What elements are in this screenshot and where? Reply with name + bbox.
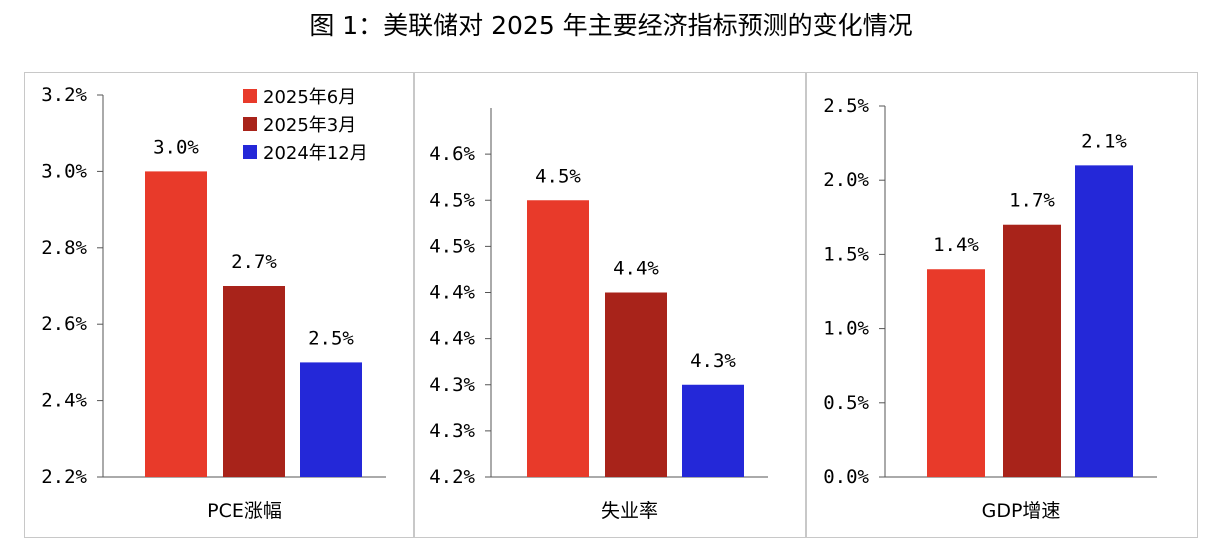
data-label: 2.1% (1081, 130, 1127, 152)
category-label: GDP增速 (982, 500, 1061, 522)
bar (1003, 224, 1061, 477)
y-tick-label: 4.2% (429, 466, 475, 488)
y-tick-label: 1.0% (823, 318, 869, 340)
bar (605, 292, 667, 477)
data-label: 3.0% (153, 136, 199, 158)
data-label: 4.4% (613, 258, 659, 280)
data-label: 2.7% (231, 251, 277, 273)
bar (300, 362, 362, 477)
bar (145, 171, 207, 477)
data-label: 2.5% (308, 327, 354, 349)
y-tick-label: 0.0% (823, 466, 869, 488)
legend-swatch (243, 117, 257, 131)
data-label: 1.7% (1009, 190, 1055, 212)
data-label: 1.4% (933, 234, 979, 256)
y-tick-label: 2.6% (41, 313, 87, 335)
y-tick-label: 4.3% (429, 374, 475, 396)
y-tick-label: 0.5% (823, 392, 869, 414)
legend-label: 2025年3月 (263, 115, 356, 136)
y-tick-label: 3.2% (41, 84, 87, 106)
legend-swatch (243, 89, 257, 103)
y-tick-label: 2.5% (823, 95, 869, 117)
legend-label: 2024年12月 (263, 143, 368, 164)
y-tick-label: 2.0% (823, 169, 869, 191)
y-tick-label: 4.4% (429, 282, 475, 304)
legend-swatch (243, 145, 257, 159)
unemployment-panel: 4.2% 4.3% 4.3% 4.4% 4.4% 4.5% 4.5% 4.6% 4.5% 4.4%… (414, 72, 806, 538)
chart-title: 图 1：美联储对 2025 年主要经济指标预测的变化情况 (309, 11, 913, 40)
bar (527, 200, 589, 477)
y-tick-label: 4.3% (429, 420, 475, 442)
pce-chart: 2.2% 2.4% 2.6% 2.8% 3.0% 3.2% 3.0% 2.7% 2.5% PCE涨… (41, 84, 386, 522)
bar (927, 269, 985, 477)
data-label: 4.5% (535, 165, 581, 187)
y-tick-label: 2.8% (41, 237, 87, 259)
y-tick-label: 3.0% (41, 160, 87, 182)
bar (682, 384, 744, 477)
unemployment-chart: 4.2% 4.3% 4.3% 4.4% 4.4% 4.5% 4.5% 4.6% 4.5% 4.4%… (429, 108, 768, 522)
y-tick-label: 4.4% (429, 328, 475, 350)
bar (1075, 165, 1133, 478)
y-tick-label: 1.5% (823, 243, 869, 265)
category-label: PCE涨幅 (207, 500, 282, 522)
pce-panel: 2.2% 2.4% 2.6% 2.8% 3.0% 3.2% 3.0% 2.7% 2.5% PCE涨… (24, 72, 414, 538)
y-tick-label: 4.6% (429, 143, 475, 165)
y-tick-label: 2.2% (41, 466, 87, 488)
category-label: 失业率 (601, 500, 658, 522)
y-tick-label: 2.4% (41, 390, 87, 412)
y-tick-label: 4.5% (429, 235, 475, 257)
gdp-panel: 0.0% 0.5% 1.0% 1.5% 2.0% 2.5% 1.4% 1.7% 2.1% GDP增… (806, 72, 1198, 538)
data-label: 4.3% (690, 350, 736, 372)
gdp-chart: 0.0% 0.5% 1.0% 1.5% 2.0% 2.5% 1.4% 1.7% 2.1% GDP增… (823, 95, 1157, 522)
legend-label: 2025年6月 (263, 87, 356, 108)
bar (223, 286, 285, 477)
y-tick-label: 4.5% (429, 189, 475, 211)
